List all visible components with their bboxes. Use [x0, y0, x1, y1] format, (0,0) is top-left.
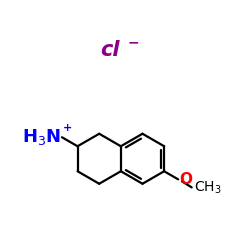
Text: −: − — [128, 36, 139, 50]
Text: +: + — [63, 123, 72, 133]
Text: cl: cl — [100, 40, 120, 60]
Text: H$_3$N: H$_3$N — [22, 127, 61, 147]
Text: O: O — [180, 172, 192, 187]
Text: CH$_3$: CH$_3$ — [194, 180, 222, 196]
